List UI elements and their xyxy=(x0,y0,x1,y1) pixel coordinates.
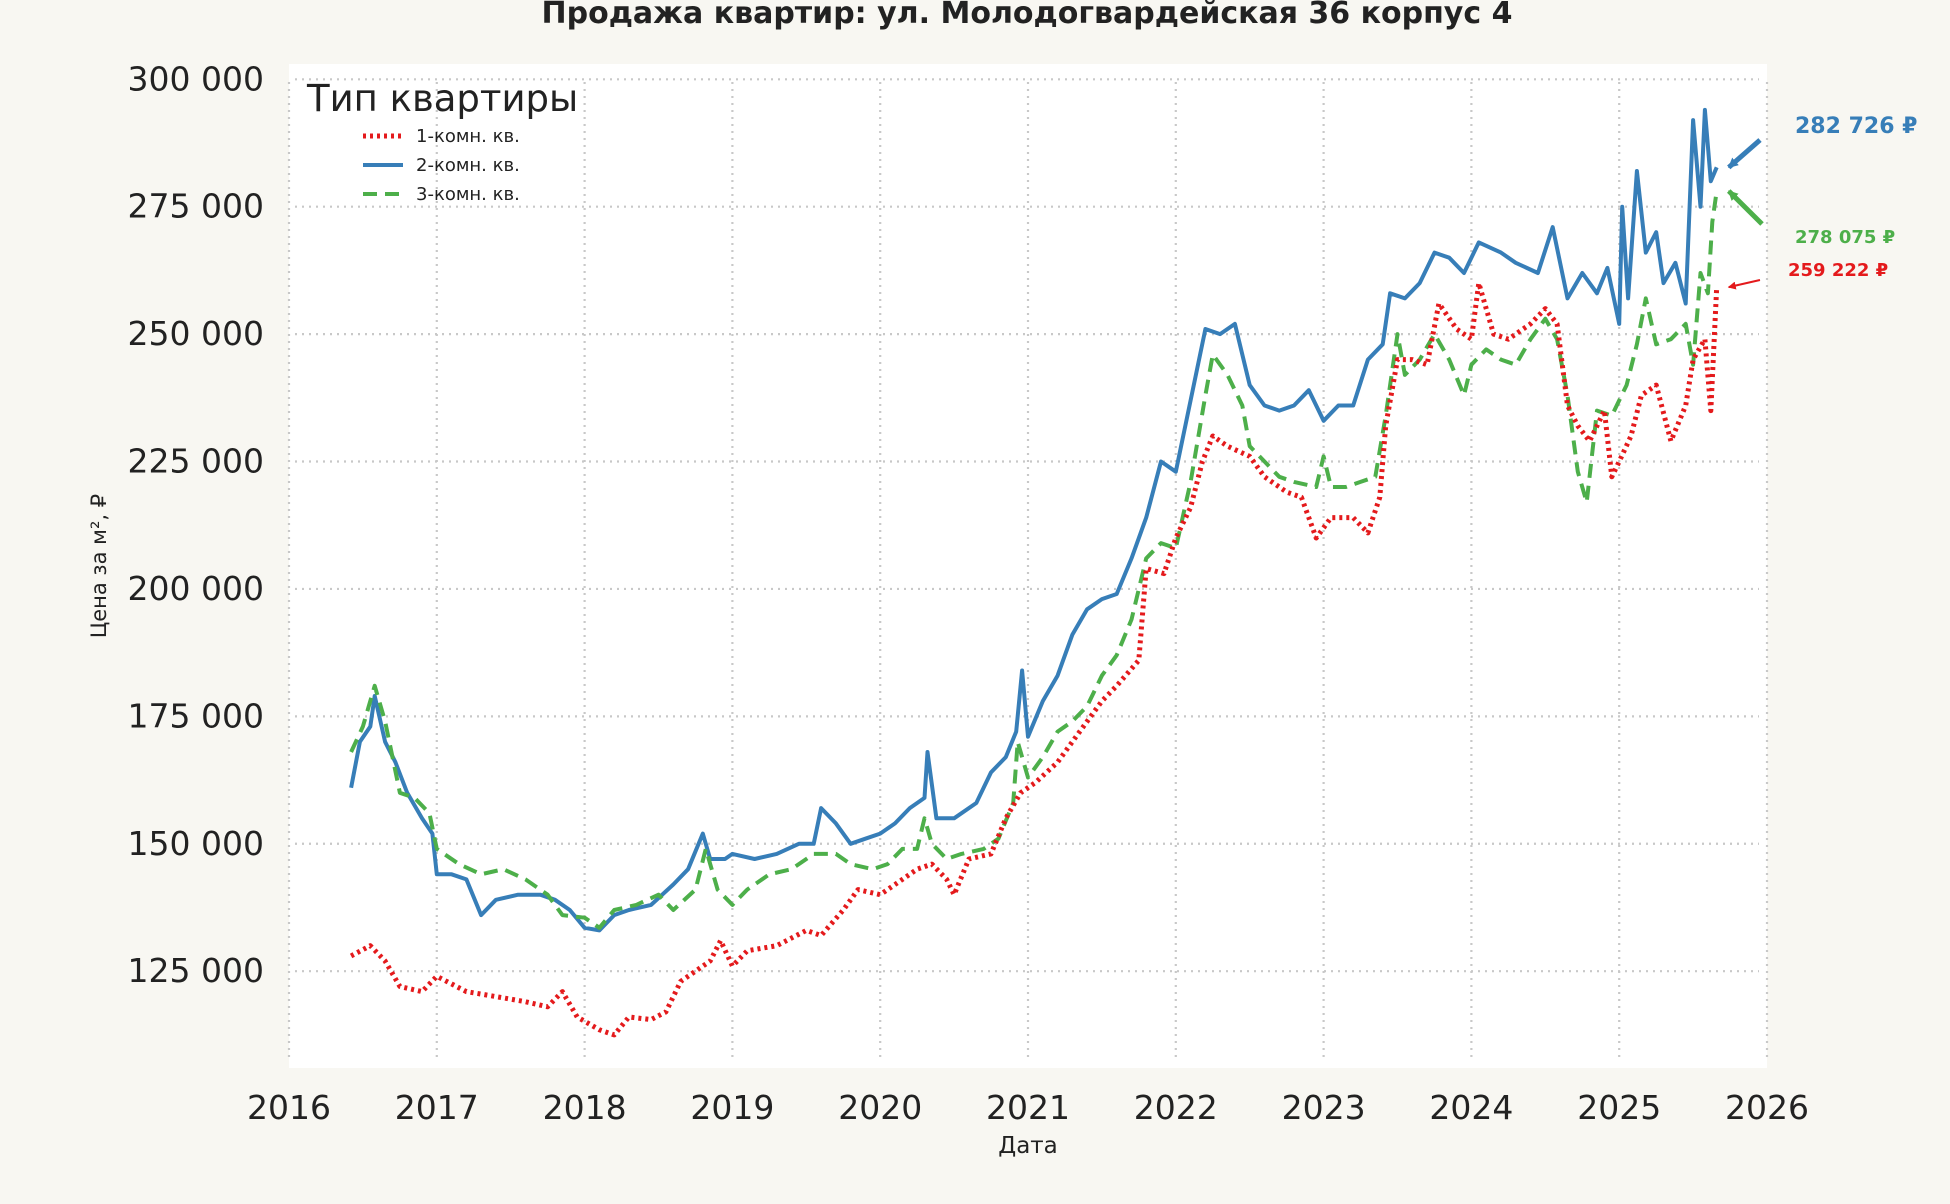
chart-title: Продажа квартир: ул. Молодогвардейская 3… xyxy=(542,0,1513,31)
y-tick-label: 250 000 xyxy=(128,314,264,353)
y-tick-label: 225 000 xyxy=(128,442,264,481)
legend-item-2-komn: 2-комн. кв. xyxy=(363,155,520,176)
x-tick-label: 2019 xyxy=(690,1088,774,1127)
x-tick-label: 2016 xyxy=(247,1088,331,1127)
x-tick-label: 2025 xyxy=(1577,1088,1661,1127)
x-tick-label: 2021 xyxy=(986,1088,1070,1127)
y-tick-label: 150 000 xyxy=(128,824,264,863)
x-tick-label: 2022 xyxy=(1134,1088,1218,1127)
end-labels: 259 222 ₽ 282 726 ₽ 278 075 ₽ xyxy=(1726,114,1917,290)
tick-labels: 2016 2017 2018 2019 2020 2021 2022 2023 2024 2025… xyxy=(128,59,1809,1127)
end-arrow-1-komn xyxy=(1727,279,1761,290)
grid xyxy=(287,78,1769,1058)
legend-label-3-komn: 3-комн. кв. xyxy=(416,184,520,205)
legend: Тип квартиры 1-комн. кв. 2-комн. кв. 3-ком… xyxy=(306,77,578,205)
legend-title: Тип квартиры xyxy=(306,77,578,120)
legend-label-2-komn: 2-комн. кв. xyxy=(416,155,520,176)
end-arrow-3-komn xyxy=(1726,189,1764,226)
y-axis-label: Цена за м², ₽ xyxy=(87,494,111,638)
series-line-2-komn xyxy=(349,107,1719,933)
y-tick-label: 300 000 xyxy=(128,59,264,98)
legend-item-3-komn: 3-комн. кв. xyxy=(363,184,520,205)
y-tick-label: 125 000 xyxy=(128,951,264,990)
end-label-3-komn: 278 075 ₽ xyxy=(1795,227,1895,248)
legend-label-1-komn: 1-комн. кв. xyxy=(416,126,520,147)
end-label-2-komn: 282 726 ₽ xyxy=(1795,114,1917,139)
y-tick-label: 200 000 xyxy=(128,569,264,608)
end-label-1-komn: 259 222 ₽ xyxy=(1788,260,1888,281)
y-tick-label: 275 000 xyxy=(128,187,264,226)
x-tick-label: 2018 xyxy=(543,1088,627,1127)
x-tick-label: 2023 xyxy=(1282,1088,1366,1127)
series-line-3-komn xyxy=(349,190,1719,930)
legend-items: 1-комн. кв. 2-комн. кв. 3-комн. кв. xyxy=(363,126,520,205)
y-tick-label: 175 000 xyxy=(128,696,264,735)
x-tick-label: 2024 xyxy=(1429,1088,1513,1127)
x-tick-label: 2026 xyxy=(1725,1088,1809,1127)
series-lines xyxy=(349,107,1720,1038)
x-tick-label: 2017 xyxy=(395,1088,479,1127)
x-axis-label: Дата xyxy=(998,1133,1058,1159)
end-arrow-2-komn xyxy=(1727,138,1762,170)
x-tick-label: 2020 xyxy=(838,1088,922,1127)
legend-item-1-komn: 1-комн. кв. xyxy=(363,126,520,147)
